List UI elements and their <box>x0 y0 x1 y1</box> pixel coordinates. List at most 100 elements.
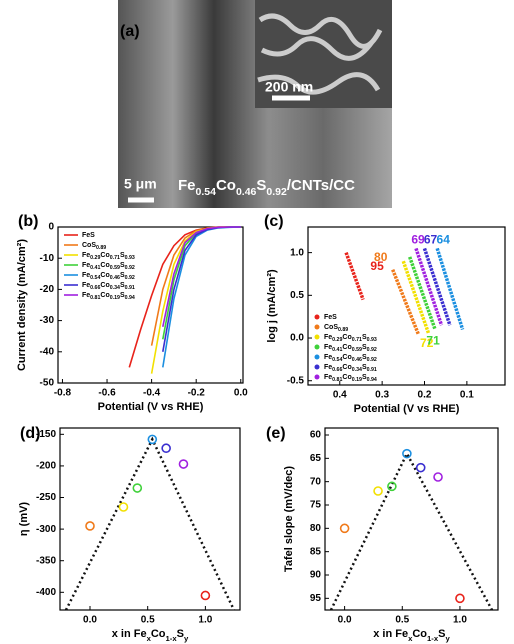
x-tick-label: -0.2 <box>188 388 206 399</box>
text-part: S <box>256 177 266 194</box>
text-part: S <box>120 262 125 269</box>
subscript: 0.94 <box>125 295 135 301</box>
plot-frame <box>57 226 244 384</box>
legend-marker <box>314 354 320 360</box>
point <box>433 472 443 482</box>
x-axis-label: Potential (V vs RHE) <box>98 401 204 413</box>
legend-label: Fe0.29Co0.71S0.93 <box>82 252 135 262</box>
plot-frame <box>59 427 241 611</box>
series-line <box>414 247 444 326</box>
y-tick-label: -10 <box>40 253 55 264</box>
subscript: 0.92 <box>367 357 377 363</box>
subscript: 0.29 <box>90 255 100 261</box>
subscript: 0.59 <box>352 347 362 353</box>
x-tick-label: 1.0 <box>453 615 467 626</box>
legend-label: FeS <box>82 232 95 239</box>
subscript: x <box>408 634 413 643</box>
legend-marker <box>314 324 320 330</box>
y-tick-label: -400 <box>36 587 56 598</box>
x-tick-label: -0.8 <box>54 388 72 399</box>
guide-triangle <box>329 450 494 611</box>
text-part: S <box>120 252 125 259</box>
y-tick-label: -20 <box>40 284 55 295</box>
point <box>132 483 143 493</box>
legend-marker <box>314 314 320 320</box>
text-part: CoS <box>324 324 338 331</box>
series-line <box>401 260 431 335</box>
text-part: Co <box>151 628 166 640</box>
subscript: 0.81 <box>90 295 100 301</box>
subscript: 0.92 <box>367 347 377 353</box>
point <box>455 593 465 604</box>
subscript: 0.54 <box>196 186 217 198</box>
y-tick-label: -0.5 <box>287 375 305 386</box>
text-part: Fe <box>82 282 90 289</box>
text-part: /CNTs/CC <box>287 177 355 194</box>
x-tick-label: 0.0 <box>338 615 352 626</box>
subscript: y <box>184 634 189 643</box>
point <box>178 459 189 469</box>
text-part: Co <box>100 292 109 299</box>
y-tick-label: 90 <box>310 570 322 581</box>
text-part: FeS <box>324 314 337 321</box>
series-line <box>162 226 241 368</box>
text-part: Fe <box>82 272 90 279</box>
x-axis-label: Potential (V vs RHE) <box>354 403 460 415</box>
y-tick-label: 60 <box>310 430 322 441</box>
x-tick-label: 0.5 <box>395 615 409 626</box>
point <box>415 462 426 473</box>
y-tick-label: -50 <box>40 378 55 389</box>
y-tick-label: 0.5 <box>290 290 304 301</box>
subscript: 0.29 <box>332 337 342 343</box>
x-tick-label: 1.0 <box>198 615 212 626</box>
text-part: Co <box>412 628 427 640</box>
subscript: 0.59 <box>110 265 120 271</box>
series-line <box>422 247 452 326</box>
point <box>373 486 383 496</box>
subscript: 0.54 <box>90 275 100 281</box>
legend-marker <box>314 344 320 350</box>
subscript: 0.93 <box>125 255 135 261</box>
x-tick-label: 0.5 <box>141 615 155 626</box>
text-part: Co <box>342 354 351 361</box>
subscript: 0.71 <box>352 337 362 343</box>
text-part: S <box>362 344 367 351</box>
text-part: Fe <box>324 354 332 361</box>
subscript: x <box>147 634 152 643</box>
series-line <box>408 256 437 331</box>
text-part: x in Fe <box>373 628 408 640</box>
text-part: x in Fe <box>112 628 147 640</box>
panel-label: (c) <box>264 213 284 230</box>
subscript: 0.94 <box>367 377 377 383</box>
slope-label: 80 <box>374 250 388 264</box>
subscript: 0.71 <box>110 255 120 261</box>
legend-label: Fe0.81Co0.19S0.94 <box>324 374 377 384</box>
legend-label: Fe0.41Co0.59S0.92 <box>324 344 377 354</box>
text-part: Co <box>100 282 109 289</box>
panel-label: (a) <box>120 23 140 40</box>
y-tick-label: 80 <box>310 523 322 534</box>
slope-label: 64 <box>437 233 451 247</box>
subscript: 1-x <box>166 634 178 643</box>
y-tick-label: -200 <box>36 461 56 472</box>
subscript: 0.34 <box>110 285 120 291</box>
text-part: Co <box>100 272 109 279</box>
text-part: Fe <box>324 334 332 341</box>
legend-label: Fe0.41Co0.59S0.92 <box>82 262 135 272</box>
text-part: S <box>438 628 445 640</box>
subscript: 0.66 <box>90 285 100 291</box>
text-part: S <box>362 334 367 341</box>
subscript: 1-x <box>427 634 439 643</box>
legend-label: Fe0.81Co0.19S0.94 <box>82 292 135 302</box>
y-tick-label: 0.0 <box>290 333 304 344</box>
y-tick-label: -150 <box>36 429 56 440</box>
y-tick-label: 85 <box>310 546 322 557</box>
text-part: Fe <box>324 344 332 351</box>
legend-label: Fe0.54Co0.46S0.92 <box>82 272 135 282</box>
text-part: Co <box>342 374 351 381</box>
subscript: 0.46 <box>236 186 257 198</box>
text-part: Fe <box>82 292 90 299</box>
panel-label: (d) <box>20 425 40 442</box>
point <box>339 523 350 534</box>
